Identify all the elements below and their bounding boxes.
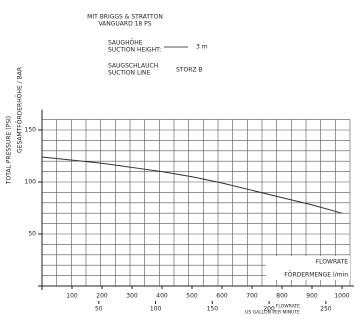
y2-axis-title: GESAMTFÖRDERHÖHE / BAR [17,67,24,153]
y-tick-label: 150 [25,127,37,134]
x2-tick-label: 50 [95,306,103,313]
x-tick-label: 900 [306,293,318,300]
label: SUCTION HEIGHT: [108,47,161,54]
header: MIT BRIGGS & STRATTON [87,14,163,21]
x2-tick-label: 100 [150,306,162,313]
x-tick-label: 500 [186,293,198,300]
x2-tick-label: 250 [320,306,332,313]
y-tick-label: 100 [25,179,37,186]
x-tick-label: 400 [156,293,168,300]
y-tick-label: 50 [28,231,36,238]
x-tick-label: 100 [66,293,78,300]
label: SAUGSCHLAUCH [108,63,158,70]
x-tick-label: 1000 [334,293,349,300]
x-tick-label: 600 [216,293,228,300]
x2-axis-title: US GALLON PER MINUTE [245,310,300,316]
x-tick-label: 800 [276,293,288,300]
x-axis-title: FLOWRATE [316,259,348,266]
x2-tick-label: 150 [207,306,219,313]
x2-tick-label: 200 [263,306,275,313]
label: SUCTION LINE [108,70,151,77]
label-box [266,256,350,280]
label: SAUGHÖHE [108,40,143,47]
y-axis-title: TOTAL PRESSURE (PSI) [6,116,13,185]
x2-axis-title: FLOWRATE [276,304,300,310]
legend-label: STORZ B [176,67,203,74]
line [41,156,343,214]
x-tick-label: 700 [246,293,258,300]
header: VANGUARD 18 PS [98,21,151,28]
x-tick-label: 200 [96,293,108,300]
x-tick-label: 300 [126,293,138,300]
x-axis-title: FÖRDERMENGE l/min [284,272,348,279]
value: 3 m [196,44,208,51]
